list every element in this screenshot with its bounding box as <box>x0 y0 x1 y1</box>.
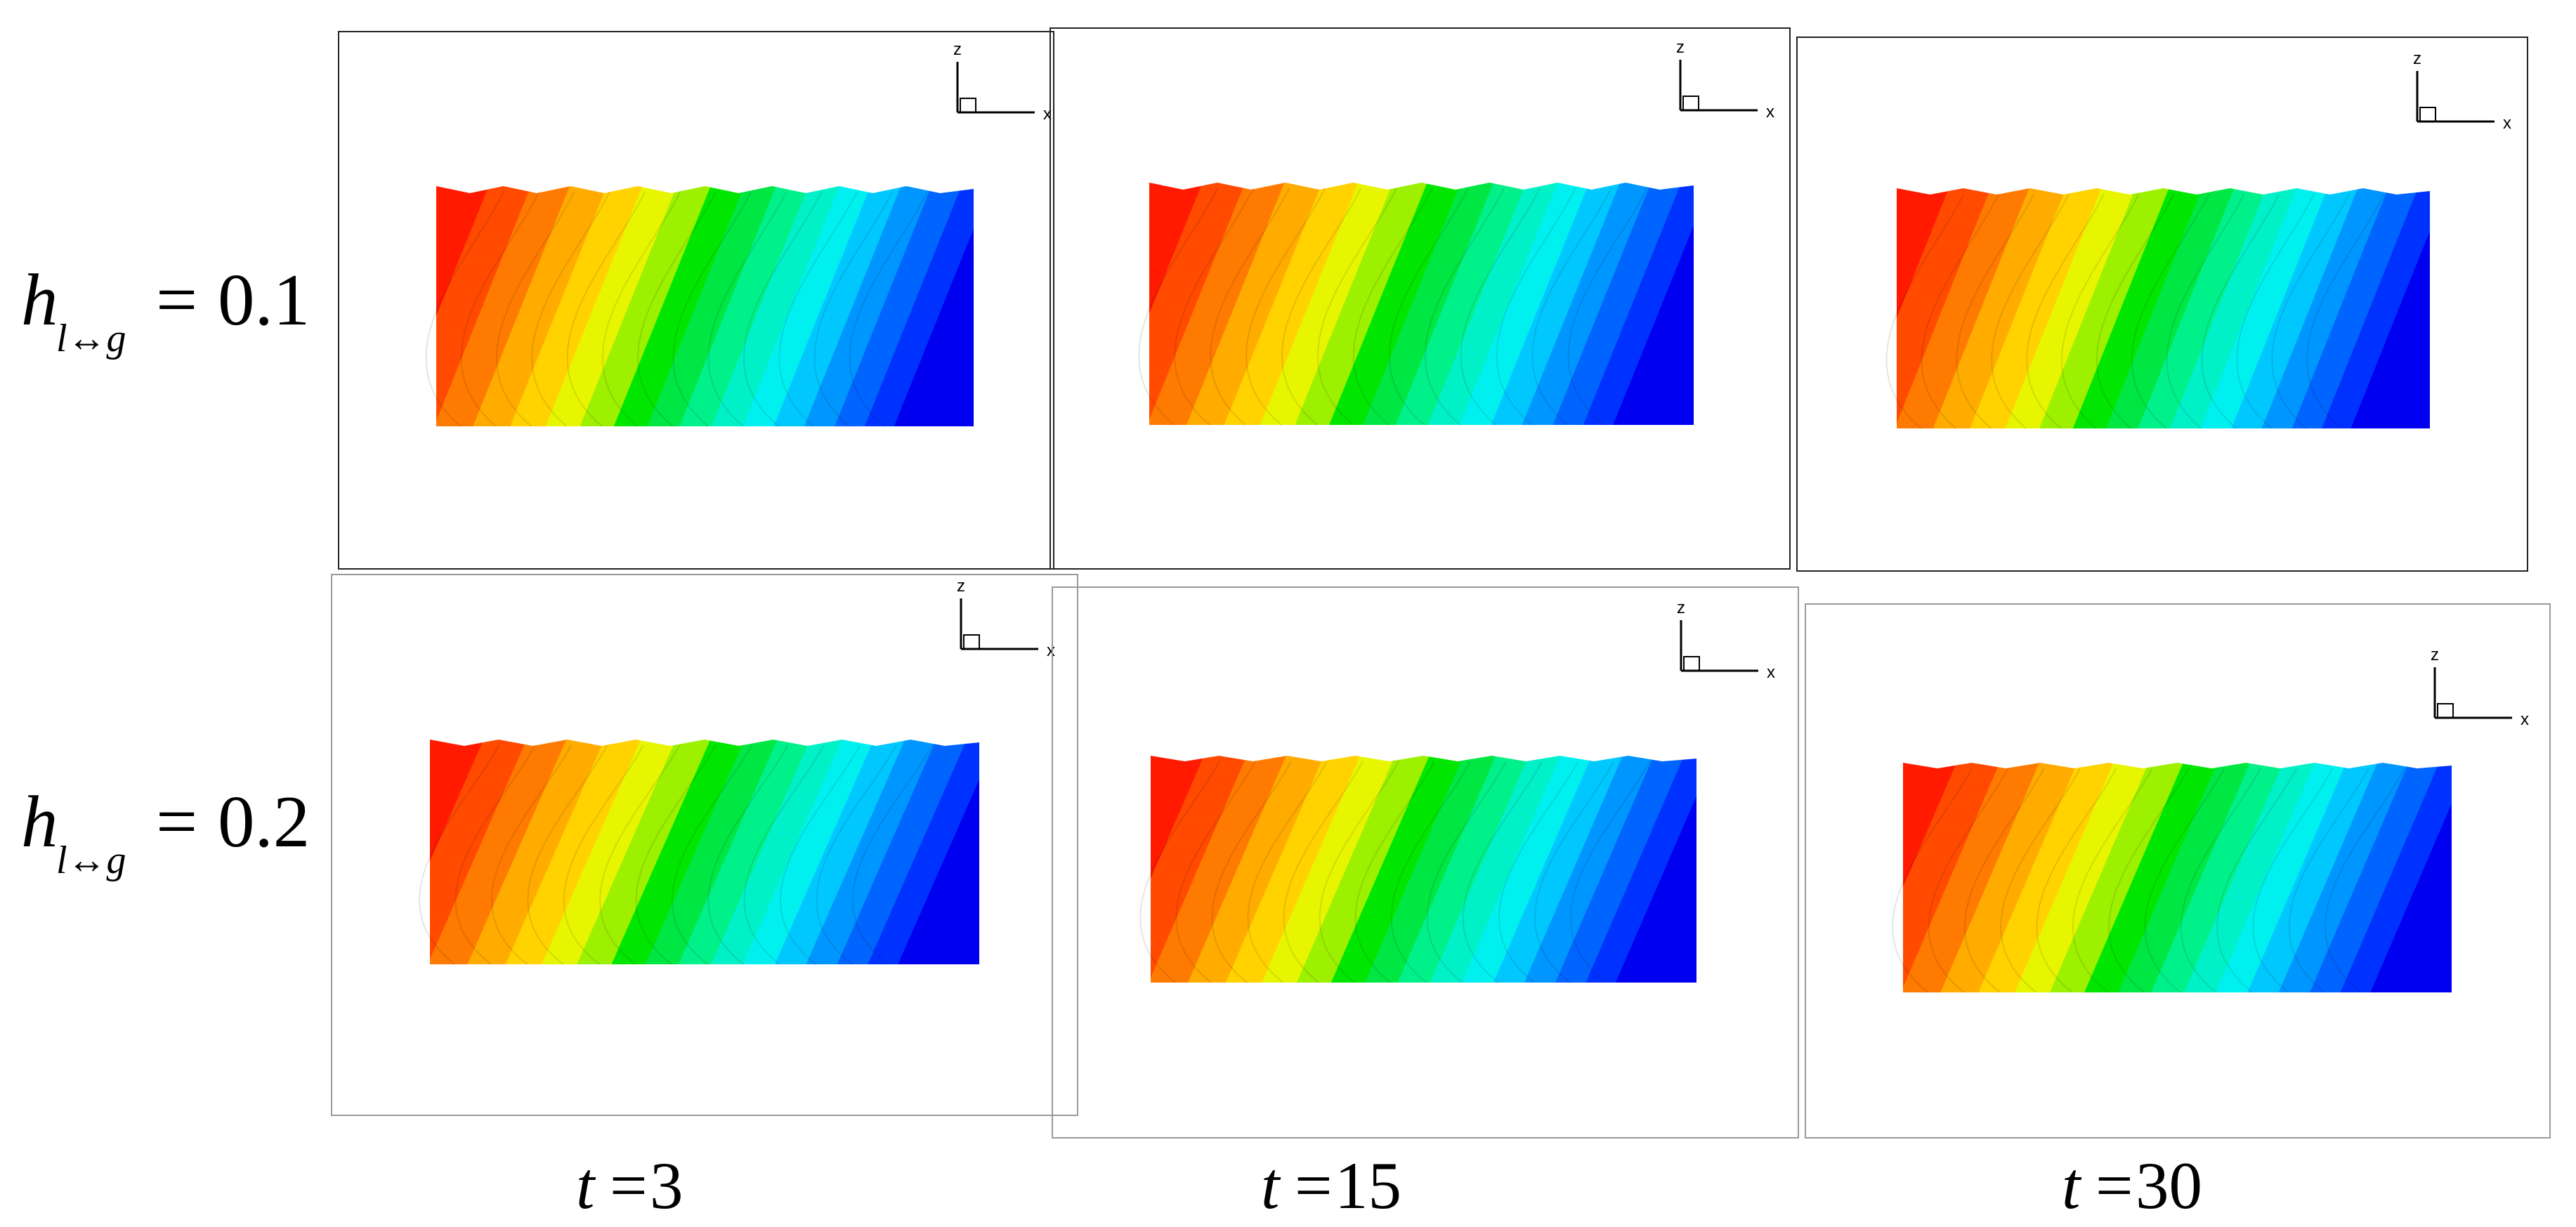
axis-z-label: z <box>1676 38 1685 57</box>
contour-lines <box>419 744 933 965</box>
coef-subscript: l↔g <box>56 317 126 360</box>
time-value: 15 <box>1335 1148 1401 1223</box>
column-label-1: t = 3 <box>576 1148 684 1223</box>
axis-triad: zx <box>1677 598 1775 682</box>
coef-value: 0.1 <box>218 258 310 341</box>
axis-z-label: z <box>953 40 962 59</box>
contour-field <box>436 186 974 426</box>
axis-z-label: z <box>1677 598 1685 617</box>
coef-subscript: l↔g <box>56 839 126 882</box>
equals-sign: = <box>1295 1148 1333 1223</box>
contour-lines <box>1138 188 1648 426</box>
axis-x-label: x <box>1047 641 1055 660</box>
time-var: t <box>1261 1148 1281 1223</box>
axis-triad: zx <box>1676 38 1774 122</box>
column-label-2: t = 15 <box>1261 1148 1401 1223</box>
panel-frame <box>1805 603 2551 1139</box>
contour-field <box>1903 763 2452 992</box>
coef-var: h <box>21 258 58 341</box>
panel-frame <box>1050 27 1791 570</box>
contour-field <box>1151 756 1696 983</box>
contour-field <box>1897 188 2430 428</box>
contour-lines <box>1885 193 2385 429</box>
panel-r2-c3-top: zx <box>1796 37 2528 572</box>
coef-var: h <box>21 780 58 862</box>
equals-sign: = <box>2096 1148 2133 1223</box>
time-value: 3 <box>650 1148 684 1223</box>
contour-lines <box>1139 761 1651 983</box>
equals-sign: = <box>156 780 197 862</box>
axis-triad: zx <box>953 40 1052 124</box>
panel-frame <box>1052 586 1799 1139</box>
panel-r2-c1: zx <box>331 574 1078 1116</box>
panel-r2-c2: zx <box>1052 586 1799 1139</box>
axis-triad: zx <box>2431 645 2529 729</box>
column-label-3: t = 30 <box>2062 1148 2202 1223</box>
panel-r1-c1: zx <box>338 31 1054 570</box>
time-var: t <box>576 1148 596 1223</box>
panel-r1-c2: zx <box>1050 27 1791 570</box>
row-label-2: h l↔g = 0.2 <box>21 780 310 882</box>
panel-frame <box>1796 37 2528 572</box>
axis-x-label: x <box>1767 663 1775 682</box>
equals-sign: = <box>156 258 197 341</box>
coef-value: 0.2 <box>218 780 310 862</box>
axis-x-label: x <box>2503 114 2511 133</box>
contour-field <box>1149 183 1694 425</box>
panel-frame <box>331 574 1078 1116</box>
panel-r2-c3: zx <box>1805 603 2551 1139</box>
axis-z-label: z <box>2413 49 2421 68</box>
contour-lines <box>1892 768 2405 993</box>
time-var: t <box>2062 1148 2082 1223</box>
row-label-1: h l↔g = 0.1 <box>21 258 310 360</box>
contour-lines <box>425 191 929 427</box>
contour-field <box>430 740 979 964</box>
panel-frame <box>338 31 1054 570</box>
axis-z-label: z <box>957 577 965 596</box>
axis-z-label: z <box>2431 645 2439 664</box>
axis-triad: zx <box>2413 49 2511 133</box>
equals-sign: = <box>610 1148 648 1223</box>
axis-x-label: x <box>1766 103 1774 122</box>
axis-triad: zx <box>957 577 1055 660</box>
time-value: 30 <box>2136 1148 2202 1223</box>
axis-x-label: x <box>2521 710 2529 729</box>
